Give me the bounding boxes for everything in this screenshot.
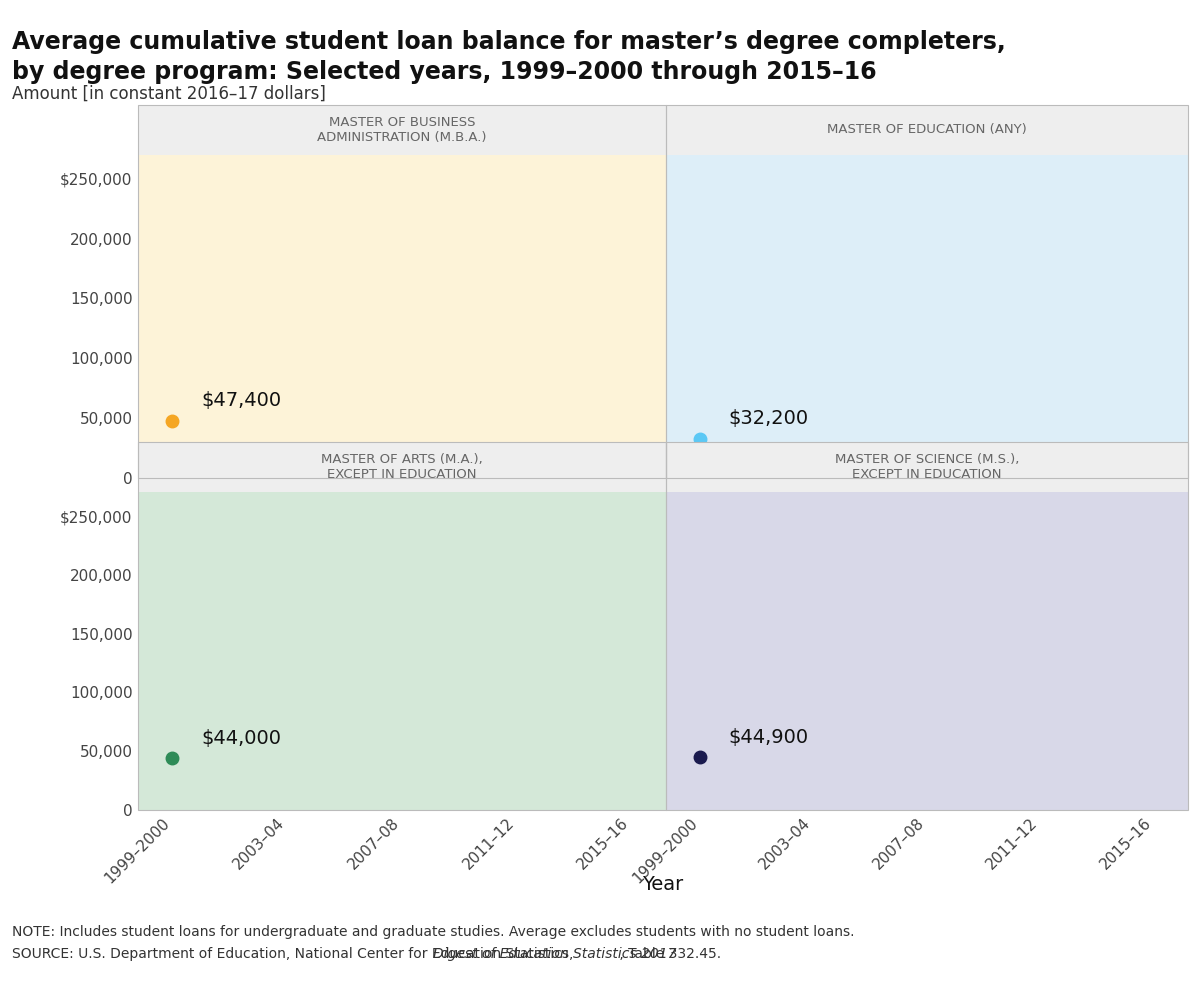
Text: $32,200: $32,200 <box>728 409 809 428</box>
Text: SOURCE: U.S. Department of Education, National Center for Education Statistics,: SOURCE: U.S. Department of Education, Na… <box>12 947 582 961</box>
Text: $44,000: $44,000 <box>202 729 281 748</box>
Text: MASTER OF SCIENCE (M.S.),
EXCEPT IN EDUCATION: MASTER OF SCIENCE (M.S.), EXCEPT IN EDUC… <box>835 453 1019 481</box>
Text: Digest of Education Statistics 2017: Digest of Education Statistics 2017 <box>433 947 677 961</box>
Text: Average cumulative student loan balance for master’s degree completers,
by degre: Average cumulative student loan balance … <box>12 30 1006 84</box>
Text: MASTER OF ARTS (M.A.),
EXCEPT IN EDUCATION: MASTER OF ARTS (M.A.), EXCEPT IN EDUCATI… <box>322 453 482 481</box>
Text: NOTE: Includes student loans for undergraduate and graduate studies. Average exc: NOTE: Includes student loans for undergr… <box>12 925 854 939</box>
Text: $47,400: $47,400 <box>202 391 281 410</box>
Text: , Table 332.45.: , Table 332.45. <box>616 947 721 961</box>
Text: Amount [in constant 2016–17 dollars]: Amount [in constant 2016–17 dollars] <box>12 85 326 103</box>
Text: Year: Year <box>642 876 684 894</box>
Text: $44,900: $44,900 <box>728 728 809 747</box>
Text: MASTER OF EDUCATION (ANY): MASTER OF EDUCATION (ANY) <box>827 123 1027 136</box>
Text: MASTER OF BUSINESS
ADMINISTRATION (M.B.A.): MASTER OF BUSINESS ADMINISTRATION (M.B.A… <box>317 116 487 144</box>
